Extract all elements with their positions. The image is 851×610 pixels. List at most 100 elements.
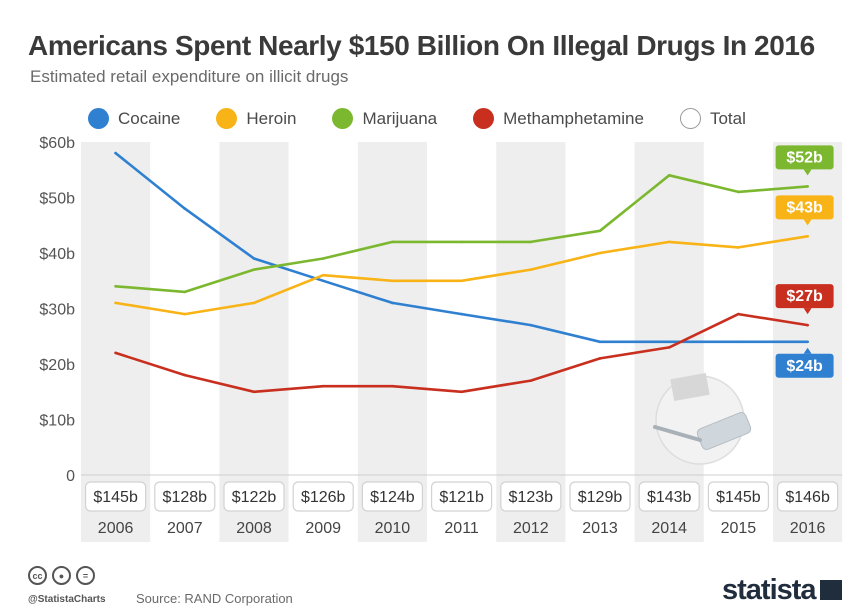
end-label-methamphetamine: $27b — [786, 288, 823, 305]
legend-item-heroin: Heroin — [216, 108, 296, 129]
x-tick-label-2007: 2007 — [167, 520, 203, 537]
data-point-methamphetamine-2008 — [252, 390, 256, 394]
data-point-heroin-2007 — [183, 312, 187, 316]
end-label-bg-methamphetamine — [775, 284, 834, 309]
data-point-methamphetamine-2010 — [391, 384, 394, 388]
data-point-heroin-2006 — [114, 301, 117, 305]
data-point-cocaine-2012 — [529, 323, 533, 327]
y-tick-label: $50b — [39, 191, 75, 208]
total-label-2016: $146b — [785, 489, 830, 506]
data-point-marijuana-2012 — [529, 240, 533, 244]
y-tick-label: 0 — [66, 468, 75, 485]
data-point-cocaine-2006 — [114, 151, 117, 155]
end-label-pointer-methamphetamine — [803, 308, 812, 315]
data-point-marijuana-2009 — [321, 257, 325, 260]
total-box-2012 — [500, 481, 562, 512]
data-point-cocaine-2016 — [806, 340, 809, 344]
y-tick-label: $10b — [39, 413, 75, 430]
data-point-marijuana-2016 — [806, 185, 809, 188]
end-label-heroin: $43b — [786, 199, 823, 216]
total-label-2011: $121b — [439, 489, 484, 506]
legend: Cocaine Heroin Marijuana Methamphetamine… — [88, 108, 782, 129]
data-point-cocaine-2007 — [183, 207, 187, 210]
cc-icon: cc — [28, 566, 47, 585]
total-label-2007: $128b — [163, 489, 208, 506]
data-point-heroin-2011 — [460, 279, 463, 283]
legend-label-methamphetamine: Methamphetamine — [503, 108, 644, 128]
license-icons: cc ● = — [28, 566, 100, 585]
data-point-marijuana-2011 — [460, 240, 463, 244]
person-icon: ● — [52, 566, 71, 585]
end-label-pointer-cocaine — [803, 347, 812, 354]
total-box-2015 — [707, 481, 770, 512]
x-tick-label-2008: 2008 — [236, 520, 272, 537]
legend-item-cocaine: Cocaine — [88, 108, 180, 129]
statista-handle: @StatistaCharts — [28, 594, 106, 605]
data-point-marijuana-2010 — [391, 240, 394, 244]
legend-swatch-total — [679, 108, 701, 129]
data-point-cocaine-2008 — [252, 257, 256, 260]
statista-logo-icon — [819, 580, 842, 600]
total-label-2013: $129b — [578, 489, 623, 506]
x-tick-label-2011: 2011 — [444, 520, 479, 537]
data-point-marijuana-2006 — [114, 285, 117, 288]
data-point-cocaine-2010 — [391, 301, 394, 305]
legend-swatch-methamphetamine — [473, 108, 495, 129]
legend-item-methamphetamine: Methamphetamine — [473, 108, 644, 129]
data-point-cocaine-2015 — [737, 340, 740, 344]
data-point-methamphetamine-2012 — [529, 379, 533, 382]
y-tick-label: $20b — [39, 357, 75, 374]
data-point-methamphetamine-2013 — [598, 357, 602, 360]
total-box-2011 — [431, 481, 493, 512]
data-point-heroin-2013 — [598, 251, 602, 255]
total-box-2016 — [776, 481, 839, 512]
legend-swatch-cocaine — [88, 108, 109, 129]
legend-swatch-marijuana — [332, 108, 354, 129]
x-tick-label-2009: 2009 — [305, 520, 341, 537]
statista-logo: statista — [722, 574, 842, 607]
end-label-bg-heroin — [775, 195, 834, 220]
x-tick-label-2012: 2012 — [513, 520, 549, 537]
data-point-cocaine-2013 — [598, 340, 602, 344]
bag-icon — [670, 373, 710, 401]
legend-label-total: Total — [709, 108, 746, 128]
total-box-2013 — [569, 481, 631, 512]
data-point-heroin-2012 — [529, 268, 533, 271]
x-tick-label-2013: 2013 — [582, 520, 618, 537]
data-point-heroin-2016 — [806, 235, 809, 238]
end-label-marijuana: $52b — [786, 149, 823, 166]
total-box-2008 — [223, 481, 285, 512]
total-label-2014: $143b — [647, 489, 692, 506]
y-tick-label: $30b — [39, 302, 75, 319]
end-label-bg-cocaine — [775, 353, 834, 378]
y-tick-label: $40b — [39, 246, 75, 263]
end-label-bg-marijuana — [775, 145, 834, 170]
data-point-methamphetamine-2016 — [806, 323, 809, 327]
legend-label-cocaine: Cocaine — [118, 108, 181, 128]
data-point-methamphetamine-2014 — [667, 346, 671, 349]
data-point-methamphetamine-2006 — [114, 351, 117, 355]
data-point-methamphetamine-2011 — [460, 390, 463, 394]
data-point-marijuana-2008 — [252, 268, 256, 271]
total-box-2007 — [154, 481, 216, 512]
chart-subtitle: Estimated retail expenditure on illicit … — [30, 67, 349, 86]
total-label-2012: $123b — [509, 489, 554, 506]
legend-swatch-heroin — [216, 108, 238, 129]
total-label-2006: $145b — [93, 489, 138, 506]
total-box-2009 — [292, 481, 354, 512]
legend-item-total: Total — [679, 108, 746, 129]
syringe-icon — [653, 425, 702, 442]
data-point-methamphetamine-2015 — [737, 312, 740, 316]
chart-title: Americans Spent Nearly $150 Billion On I… — [28, 30, 815, 61]
data-point-methamphetamine-2007 — [183, 373, 187, 377]
data-point-marijuana-2013 — [598, 229, 602, 233]
legend-label-heroin: Heroin — [246, 108, 297, 128]
total-box-2006 — [84, 481, 147, 512]
data-point-heroin-2015 — [737, 246, 740, 249]
source-note: Source: RAND Corporation — [136, 591, 293, 606]
x-tick-label-2006: 2006 — [98, 520, 134, 537]
x-tick-label-2016: 2016 — [790, 520, 826, 537]
data-point-cocaine-2014 — [667, 340, 671, 344]
data-point-heroin-2008 — [252, 301, 256, 305]
